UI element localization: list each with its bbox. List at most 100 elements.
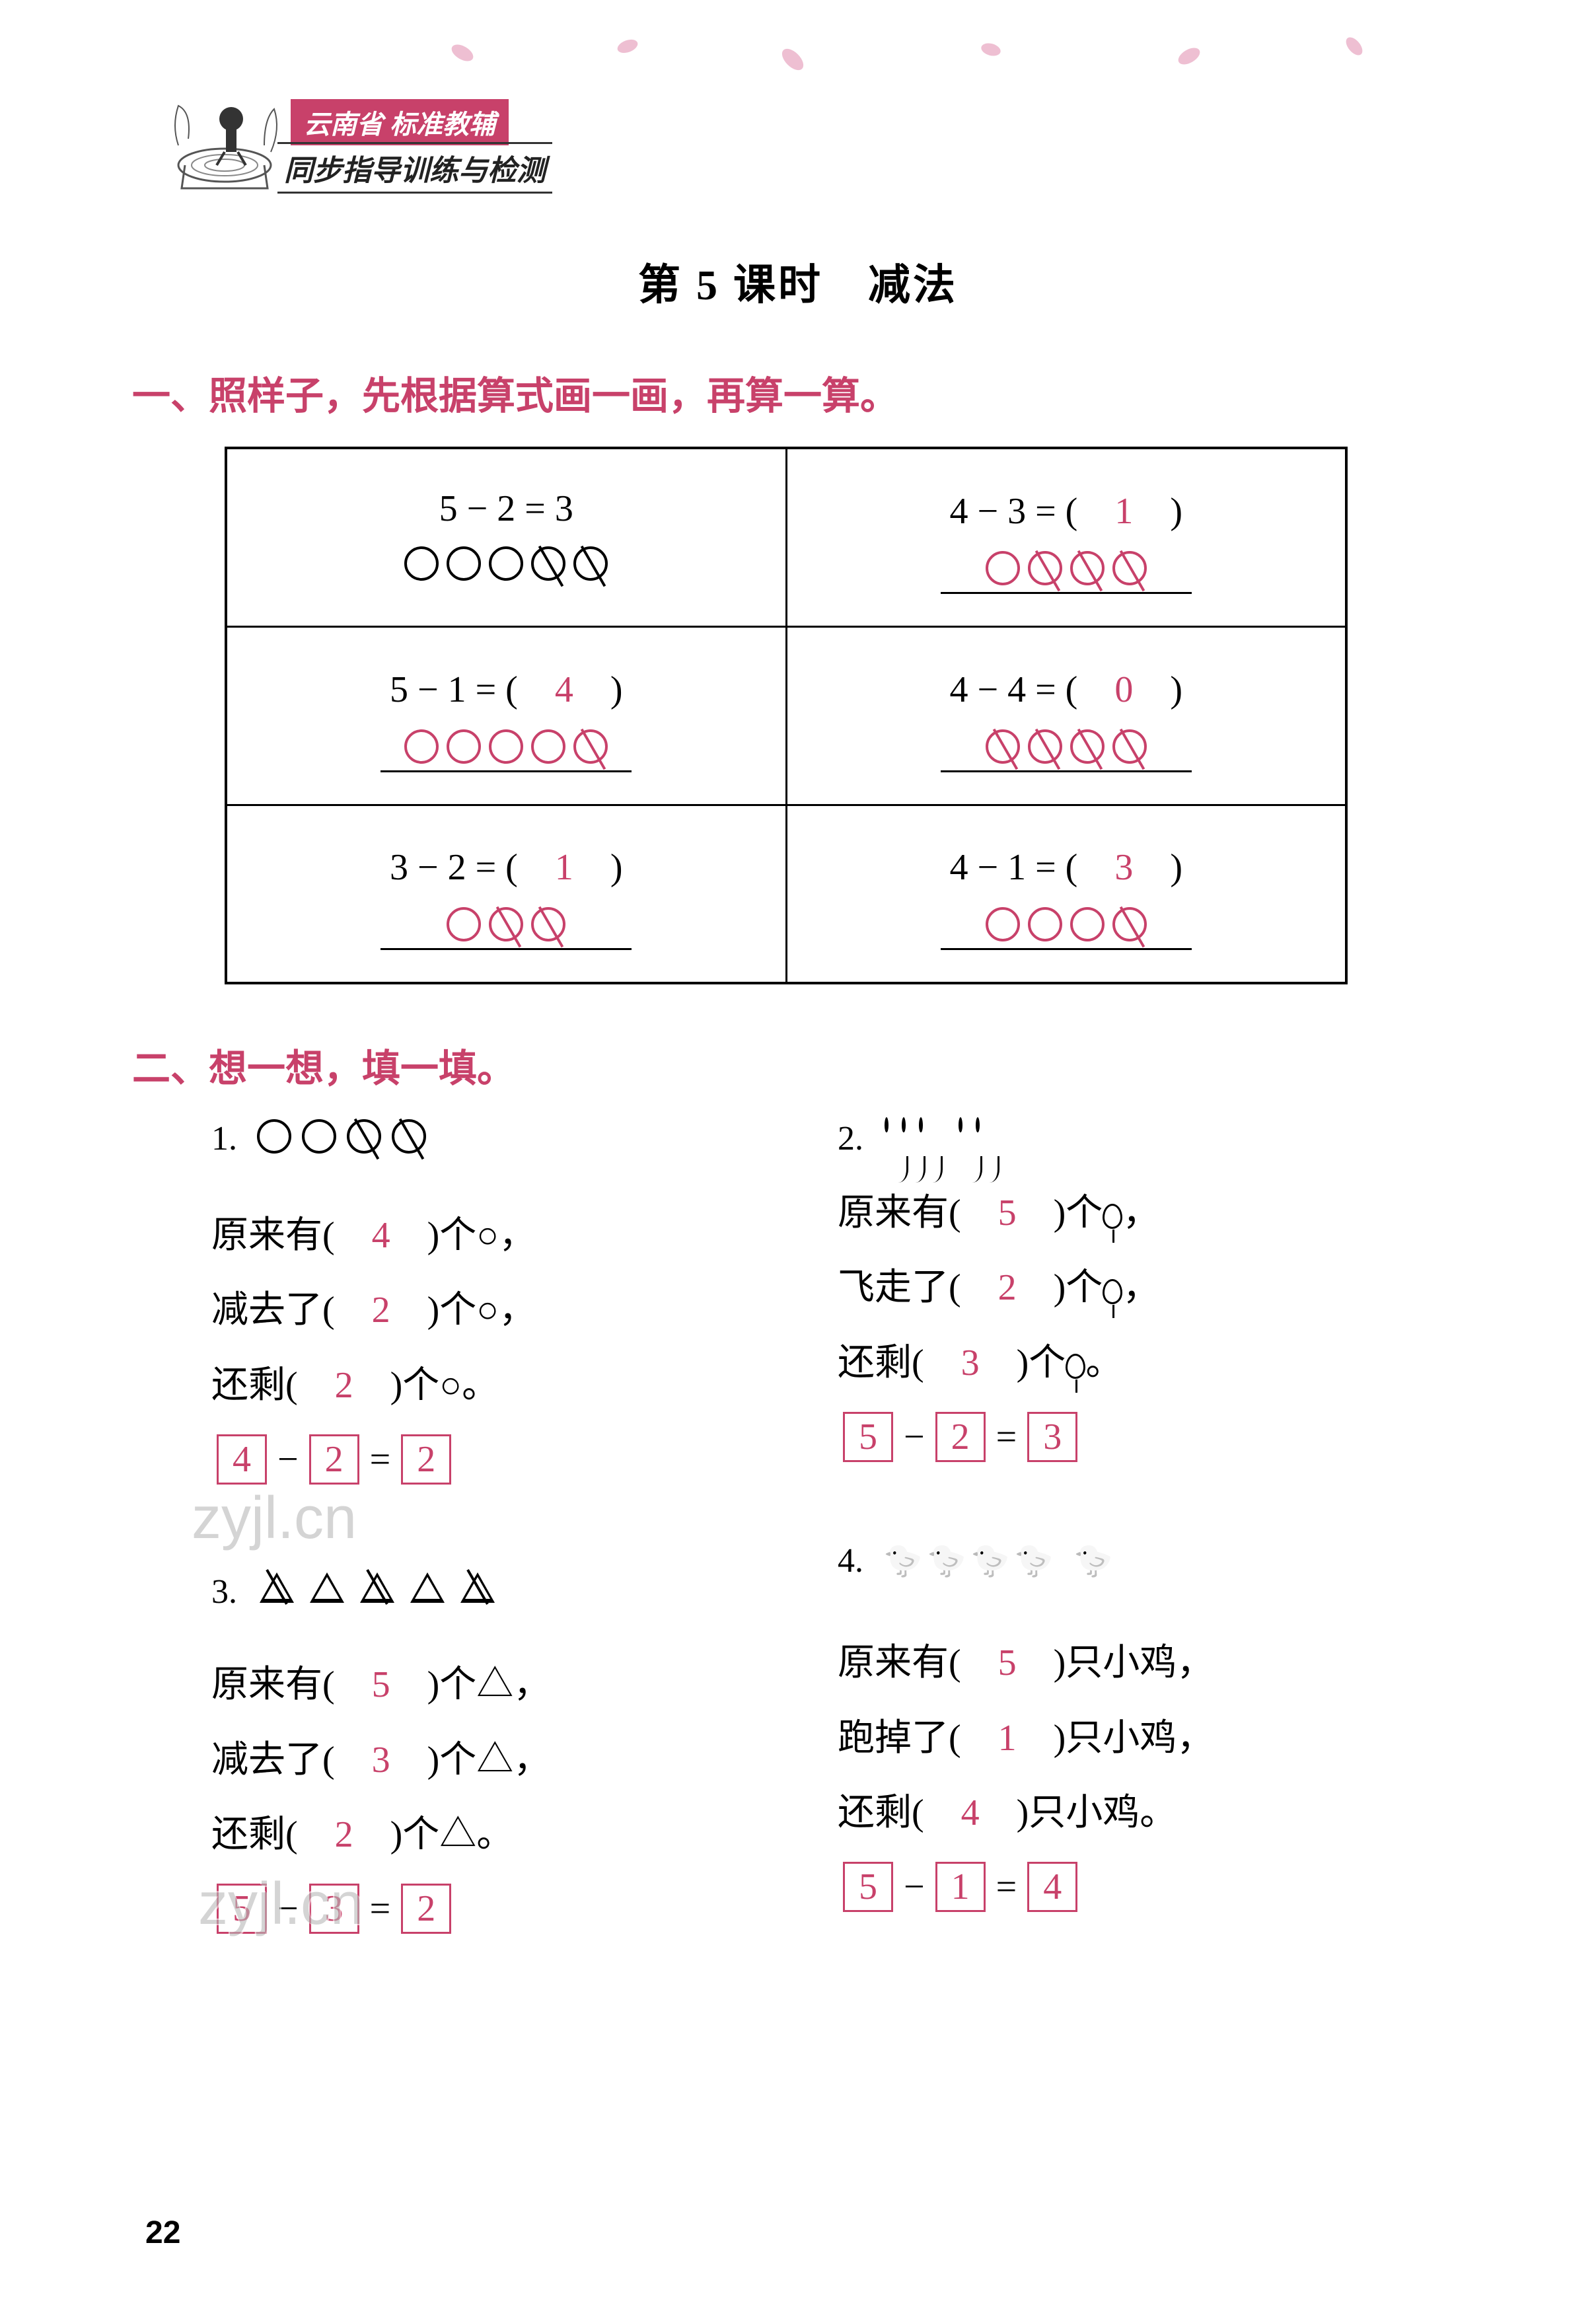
minus-op: −	[277, 1888, 299, 1930]
chick-icon	[1014, 1541, 1047, 1581]
text-line: 原来有( 5 )个△，	[211, 1659, 798, 1710]
equation: 5 − 2 = 3	[254, 488, 759, 530]
eq-text: 4 − 3 = (	[950, 491, 1115, 532]
brand-subtitle: 同步指导训练与检测	[277, 142, 552, 194]
equals-op: =	[996, 1866, 1017, 1908]
section1-heading: 一、照样子，先根据算式画一画，再算一算。	[132, 365, 1464, 420]
petal-decoration	[396, 26, 1453, 92]
subtraction-grid: 5 − 2 = 3 4 − 3 = ( 1 ) 5 − 1 = ( 4 ) 4 …	[225, 447, 1348, 984]
item-number: 3.	[211, 1572, 237, 1611]
circle-crossed-icon	[392, 1119, 426, 1154]
answer: 4	[961, 1792, 980, 1833]
grid-cell: 3 − 2 = ( 1 )	[226, 805, 786, 983]
problem-3: 3. 原来有( 5 )个△， 减去了( 3 )个△， 还剩( 2 )个△。 5−…	[211, 1572, 798, 1934]
problem-2: 2. 原来有( 5 )个， 飞走了( 2 )个， 还剩( 3 )个。 5−2=3	[838, 1119, 1424, 1462]
item-number: 1.	[211, 1119, 237, 1158]
chick-icon	[927, 1541, 960, 1581]
answer-box: 3	[1027, 1412, 1077, 1462]
text-line: 原来有( 5 )个，	[838, 1187, 1424, 1239]
eq-text: 5 − 2 = 3	[439, 488, 573, 529]
minus-op: −	[277, 1438, 299, 1481]
eq-text: )	[1133, 669, 1182, 710]
answer-box: 2	[401, 1434, 451, 1485]
item-number: 4.	[838, 1541, 863, 1580]
text-line: 飞走了( 2 )个，	[838, 1262, 1424, 1313]
answer: 0	[1114, 669, 1133, 710]
eq-text: )	[1133, 847, 1182, 888]
circles	[941, 729, 1192, 772]
eq-text: )	[573, 847, 623, 888]
answer-box: 5	[843, 1862, 893, 1912]
circles	[381, 907, 632, 950]
equals-op: =	[370, 1438, 391, 1481]
answer: 1	[555, 847, 573, 888]
left-column: 1. 原来有( 4 )个○， 减去了( 2 )个○， 还剩( 2 )个○。 4−…	[211, 1119, 838, 1954]
equation-boxes: 5−3=2 zyjl.cn	[211, 1884, 798, 1934]
equation: 5 − 1 = ( 4 )	[254, 659, 759, 713]
circles	[941, 907, 1192, 950]
answer: 3	[1114, 847, 1133, 888]
problem-1: 1. 原来有( 4 )个○， 减去了( 2 )个○， 还剩( 2 )个○。 4−…	[211, 1119, 798, 1485]
problem-4: 4. 原来有( 5 )只小鸡， 跑掉了( 1 )只小鸡， 还剩( 4 )只小鸡。…	[838, 1541, 1424, 1912]
shapes	[879, 1541, 1110, 1581]
circle-icon	[257, 1119, 291, 1154]
equation-boxes: 5−2=3	[838, 1412, 1424, 1462]
eq-text: 5 − 1 = (	[390, 669, 555, 710]
section2-heading: 二、想一想，填一填。	[132, 1037, 1464, 1093]
answer: 2	[998, 1267, 1017, 1308]
text-line: 原来有( 4 )个○，	[211, 1210, 798, 1261]
eq-text: )	[1133, 491, 1182, 532]
grid-cell: 4 − 4 = ( 0 )	[786, 626, 1346, 805]
right-column: 2. 原来有( 5 )个， 飞走了( 2 )个， 还剩( 3 )个。 5−2=3…	[838, 1119, 1464, 1954]
grid-cell: 4 − 1 = ( 3 )	[786, 805, 1346, 983]
chick-icon	[883, 1541, 916, 1581]
eq-text: 4 − 1 = (	[950, 847, 1115, 888]
answer: 2	[335, 1814, 353, 1855]
circle-icon	[302, 1119, 336, 1154]
balloon-small-icon	[1066, 1354, 1085, 1379]
shapes	[253, 1119, 430, 1154]
text-line: 原来有( 5 )只小鸡，	[838, 1637, 1424, 1689]
answer: 5	[998, 1193, 1017, 1233]
answer: 2	[372, 1290, 390, 1331]
balloon-icon	[959, 1119, 962, 1131]
grid-cell: 5 − 1 = ( 4 )	[226, 626, 786, 805]
grid-cell: 4 − 3 = ( 1 )	[786, 448, 1346, 626]
equation: 4 − 3 = ( 1 )	[814, 481, 1319, 534]
triangle-icon	[410, 1572, 445, 1603]
page-number: 22	[145, 2215, 180, 2251]
triangle-crossed-icon	[260, 1572, 294, 1603]
balloon-icon	[919, 1119, 923, 1131]
answer: 4	[555, 669, 573, 710]
watermark: zyjl.cn	[192, 1485, 778, 1553]
page-header: 云南省 标准教辅 同步指导训练与检测	[132, 79, 1464, 211]
balloon-small-icon	[1103, 1204, 1122, 1229]
stump-illustration	[159, 66, 291, 198]
shapes	[879, 1119, 985, 1131]
eq-text: 4 − 4 = (	[950, 669, 1115, 710]
circles	[381, 729, 632, 772]
answer-box: 5	[217, 1884, 267, 1934]
answer: 1	[998, 1718, 1017, 1759]
answer: 5	[998, 1642, 1017, 1683]
section2-content: 1. 原来有( 4 )个○， 减去了( 2 )个○， 还剩( 2 )个○。 4−…	[211, 1119, 1464, 1954]
item-number: 2.	[838, 1119, 863, 1158]
equation: 4 − 4 = ( 0 )	[814, 659, 1319, 713]
answer-box: 3	[309, 1884, 359, 1934]
text-line: 还剩( 2 )个○。	[211, 1360, 798, 1411]
answer-box: 2	[309, 1434, 359, 1485]
triangle-crossed-icon	[460, 1572, 495, 1603]
answer-box: 4	[1027, 1862, 1077, 1912]
balloon-icon	[976, 1119, 980, 1131]
triangle-icon	[310, 1572, 344, 1603]
balloon-small-icon	[1103, 1279, 1122, 1304]
equation-boxes: 5−1=4	[838, 1862, 1424, 1912]
text-line: 还剩( 2 )个△。	[211, 1809, 798, 1860]
equals-op: =	[996, 1416, 1017, 1458]
triangle-crossed-icon	[360, 1572, 394, 1603]
answer: 2	[335, 1365, 353, 1406]
circles	[941, 551, 1192, 594]
equation-boxes: 4−2=2	[211, 1434, 798, 1485]
equals-op: =	[370, 1888, 391, 1930]
circle-crossed-icon	[347, 1119, 381, 1154]
